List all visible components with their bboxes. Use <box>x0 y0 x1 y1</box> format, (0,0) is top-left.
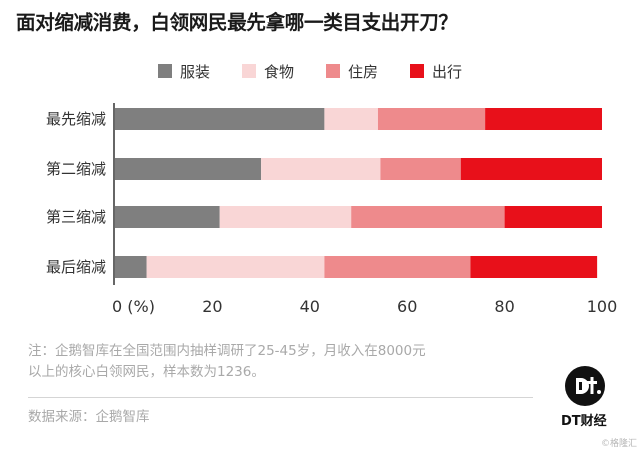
bar-segment <box>351 206 505 228</box>
divider <box>28 397 533 398</box>
note-line-1: 注：企鹅智库在全国范围内抽样调研了25-45岁，月收入在8000元 <box>28 343 426 359</box>
legend-item-clothing: 服装 <box>158 61 210 82</box>
legend-item-food: 食物 <box>242 61 294 82</box>
bar-segment <box>115 256 147 278</box>
bar-segment <box>115 158 262 180</box>
legend-item-housing: 住房 <box>326 61 378 82</box>
bar-segment <box>324 256 471 278</box>
logo-text: DT财经 <box>561 414 607 429</box>
bar-segment <box>115 206 220 228</box>
category-label: 最后缩减 <box>46 258 106 276</box>
legend-label-food: 食物 <box>264 62 295 81</box>
legend-swatch-food <box>242 64 257 78</box>
x-tick-label: 40 <box>300 297 320 316</box>
bar-segment <box>146 256 325 278</box>
chart-note: 注：企鹅智库在全国范围内抽样调研了25-45岁，月收入在8000元 以上的核心白… <box>28 341 426 383</box>
data-source: 数据来源：企鹅智库 <box>28 409 150 425</box>
x-tick-label: 100 <box>587 297 618 316</box>
bar-segment <box>380 158 461 180</box>
bar-segment <box>460 158 602 180</box>
bar-segment <box>261 158 381 180</box>
x-tick-label: 0 (%) <box>112 297 155 316</box>
bar-segment <box>324 108 378 130</box>
bar-segment <box>219 206 352 228</box>
x-tick-label: 60 <box>397 297 417 316</box>
legend-swatch-clothing <box>158 64 172 78</box>
watermark-credit: ©格隆汇 <box>600 439 637 449</box>
x-tick-label: 20 <box>202 297 222 316</box>
category-label: 第三缩减 <box>46 208 106 226</box>
category-label: 最先缩减 <box>46 110 106 128</box>
dt-logo-icon <box>565 366 605 406</box>
note-line-2: 以上的核心白领网民，样本数为1236。 <box>28 364 265 380</box>
chart-title: 面对缩减消费，白领网民最先拿哪一类目支出开刀？ <box>16 11 458 34</box>
legend-label-housing: 住房 <box>348 62 379 81</box>
bar-segment <box>377 108 486 130</box>
bar-segment <box>504 206 602 228</box>
bar-segment <box>115 108 325 130</box>
legend-swatch-travel <box>410 64 425 78</box>
bar-segment <box>470 256 598 278</box>
chart-legend: 服装 食物 住房 出行 <box>158 61 494 82</box>
category-label: 第二缩减 <box>46 160 106 178</box>
legend-item-travel: 出行 <box>410 61 462 82</box>
legend-label-clothing: 服装 <box>180 62 211 81</box>
x-tick-label: 80 <box>494 297 514 316</box>
legend-swatch-housing <box>326 64 341 78</box>
legend-label-travel: 出行 <box>432 62 463 81</box>
bar-segment <box>485 108 602 130</box>
